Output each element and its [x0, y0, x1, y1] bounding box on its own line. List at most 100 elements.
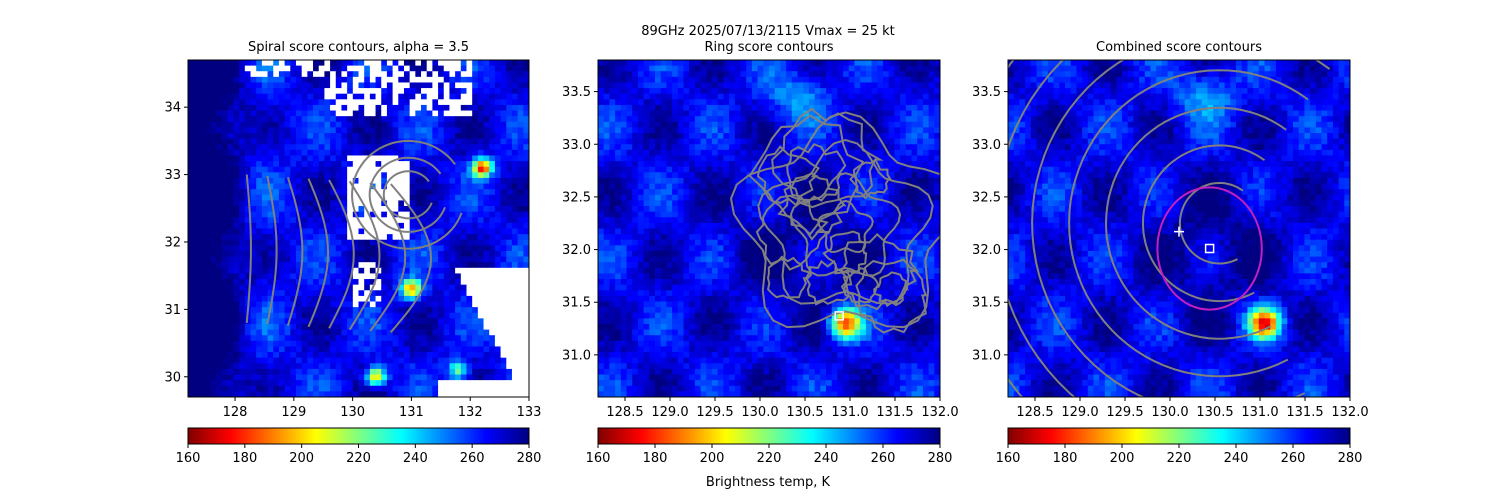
x-tick-label: 131.5	[1286, 405, 1323, 420]
contour-line	[307, 178, 330, 328]
plus-marker	[1174, 226, 1184, 237]
panels-group: Spiral score contours, alpha = 3.5 128 129…	[164, 40, 1369, 466]
y-tick-label: 33.0	[972, 138, 1001, 153]
colorbar-tick-label: 200	[700, 451, 725, 466]
colorbar-tick-label: 180	[1053, 451, 1078, 466]
colorbar-gradient	[597, 427, 941, 445]
contour-line	[348, 180, 381, 331]
y-tick-label: 31.0	[562, 348, 591, 363]
y-tick-label: 31.5	[972, 296, 1001, 311]
y-tick-label: 33.5	[972, 85, 1001, 100]
contour-line	[1104, 106, 1287, 340]
colorbar-tick-label: 220	[1167, 451, 1192, 466]
x-tick-label: 128.5	[1016, 405, 1053, 420]
colorbar-tick-label: 260	[871, 451, 896, 466]
contour-line	[777, 172, 847, 241]
colorbar: 160 180 200 220 240 260 280	[176, 427, 542, 466]
colorbar: 160 180 200 220 240 260 280	[996, 427, 1363, 466]
colorbar-tick-label: 260	[460, 451, 485, 466]
colorbar-tick-label: 240	[1224, 451, 1249, 466]
colorbar-tick-label: 200	[289, 451, 314, 466]
contour-line	[855, 258, 928, 334]
contour-line	[873, 271, 909, 308]
y-tick-label: 31	[164, 303, 181, 318]
center-marker	[834, 311, 844, 321]
radius-ring	[1156, 186, 1263, 311]
contour-line	[789, 172, 902, 277]
y-tick-label: 33.5	[562, 85, 591, 100]
contour-line	[328, 179, 355, 329]
contour-line	[266, 175, 278, 325]
center-marker	[1204, 243, 1215, 254]
score-contours	[729, 107, 940, 334]
x-tick-label: 129.0	[1061, 405, 1098, 420]
score-contours	[245, 139, 463, 333]
x-tick-label: 131.5	[876, 405, 913, 420]
colorbar-tick-label: 180	[232, 451, 257, 466]
y-tick-label: 32.5	[562, 190, 591, 205]
x-tick-label: 130.0	[741, 405, 778, 420]
colorbar: 160 180 200 220 240 260 280	[586, 427, 953, 466]
y-tick-label: 34	[164, 101, 181, 116]
score-contours	[1008, 60, 1331, 397]
x-tick-label: 132.0	[1331, 405, 1368, 420]
x-tick-label: 130	[340, 405, 365, 420]
colorbar-tick-label: 160	[996, 451, 1021, 466]
axes-frame	[1007, 59, 1351, 398]
colorbar-tick-label: 240	[814, 451, 839, 466]
x-tick-label: 130.5	[786, 405, 823, 420]
colorbar-tick-label: 260	[1281, 451, 1306, 466]
x-tick-label: 131.0	[831, 405, 868, 420]
x-tick-label: 133	[517, 405, 542, 420]
colorbar-gradient	[187, 427, 530, 445]
contour-line	[351, 139, 463, 250]
contour-line	[822, 230, 868, 275]
y-tick-label: 30	[164, 370, 181, 385]
colorbar-tick-label: 280	[517, 451, 542, 466]
contour-line	[729, 111, 940, 329]
axes-frame	[597, 59, 941, 398]
contour-line	[390, 183, 433, 333]
heatmap-field	[188, 60, 529, 397]
x-tick-label: 130.5	[1196, 405, 1233, 420]
x-tick-label: 129.5	[696, 405, 733, 420]
colorbar-label: Brightness temp, K	[706, 475, 831, 490]
colorbar-tick-label: 180	[643, 451, 668, 466]
x-tick-label: 129.5	[1106, 405, 1143, 420]
figure-suptitle: 89GHz 2025/07/13/2115 Vmax = 25 kt	[641, 24, 895, 39]
panel-3: Combined score contours 128.5 129.0 129.5 13…	[972, 40, 1369, 466]
contour-line	[766, 255, 812, 299]
colorbar-tick-label: 280	[1338, 451, 1363, 466]
panel-title: Ring score contours	[704, 40, 833, 55]
y-tick-label: 32	[164, 235, 181, 250]
x-tick-label: 131	[399, 405, 424, 420]
colorbar-tick-label: 220	[757, 451, 782, 466]
panel-2: Ring score contours 128.5 129.0 129.5 130.0 1…	[562, 40, 959, 466]
contour-line	[1068, 69, 1309, 378]
colorbar-tick-label: 160	[586, 451, 611, 466]
contour-line	[805, 259, 853, 306]
colorbar-tick-label: 200	[1110, 451, 1135, 466]
y-tick-label: 32.0	[972, 243, 1001, 258]
x-tick-label: 129.0	[651, 405, 688, 420]
colorbar-tick-label: 280	[928, 451, 953, 466]
colorbar-tick-label: 220	[346, 451, 371, 466]
x-tick-label: 131.0	[1241, 405, 1278, 420]
contour-line	[1031, 60, 1331, 397]
contour-line	[748, 114, 865, 236]
x-tick-label: 132.0	[921, 405, 958, 420]
contour-line	[1141, 144, 1266, 303]
x-tick-label: 128.5	[606, 405, 643, 420]
x-tick-label: 129	[281, 405, 306, 420]
y-tick-label: 32.0	[562, 243, 591, 258]
y-tick-label: 31.0	[972, 348, 1001, 363]
panel-title: Combined score contours	[1096, 40, 1262, 55]
y-tick-label: 32.5	[972, 190, 1001, 205]
contour-line	[1178, 182, 1244, 265]
contour-line	[245, 174, 252, 323]
panel-title: Spiral score contours, alpha = 3.5	[248, 40, 469, 55]
heatmap-field	[1008, 60, 1350, 397]
contour-line	[286, 177, 304, 326]
y-tick-label: 33	[164, 168, 181, 183]
